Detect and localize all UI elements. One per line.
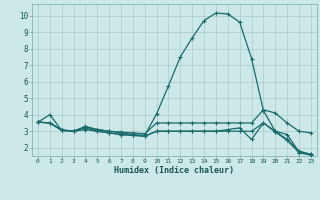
X-axis label: Humidex (Indice chaleur): Humidex (Indice chaleur) — [115, 166, 234, 175]
